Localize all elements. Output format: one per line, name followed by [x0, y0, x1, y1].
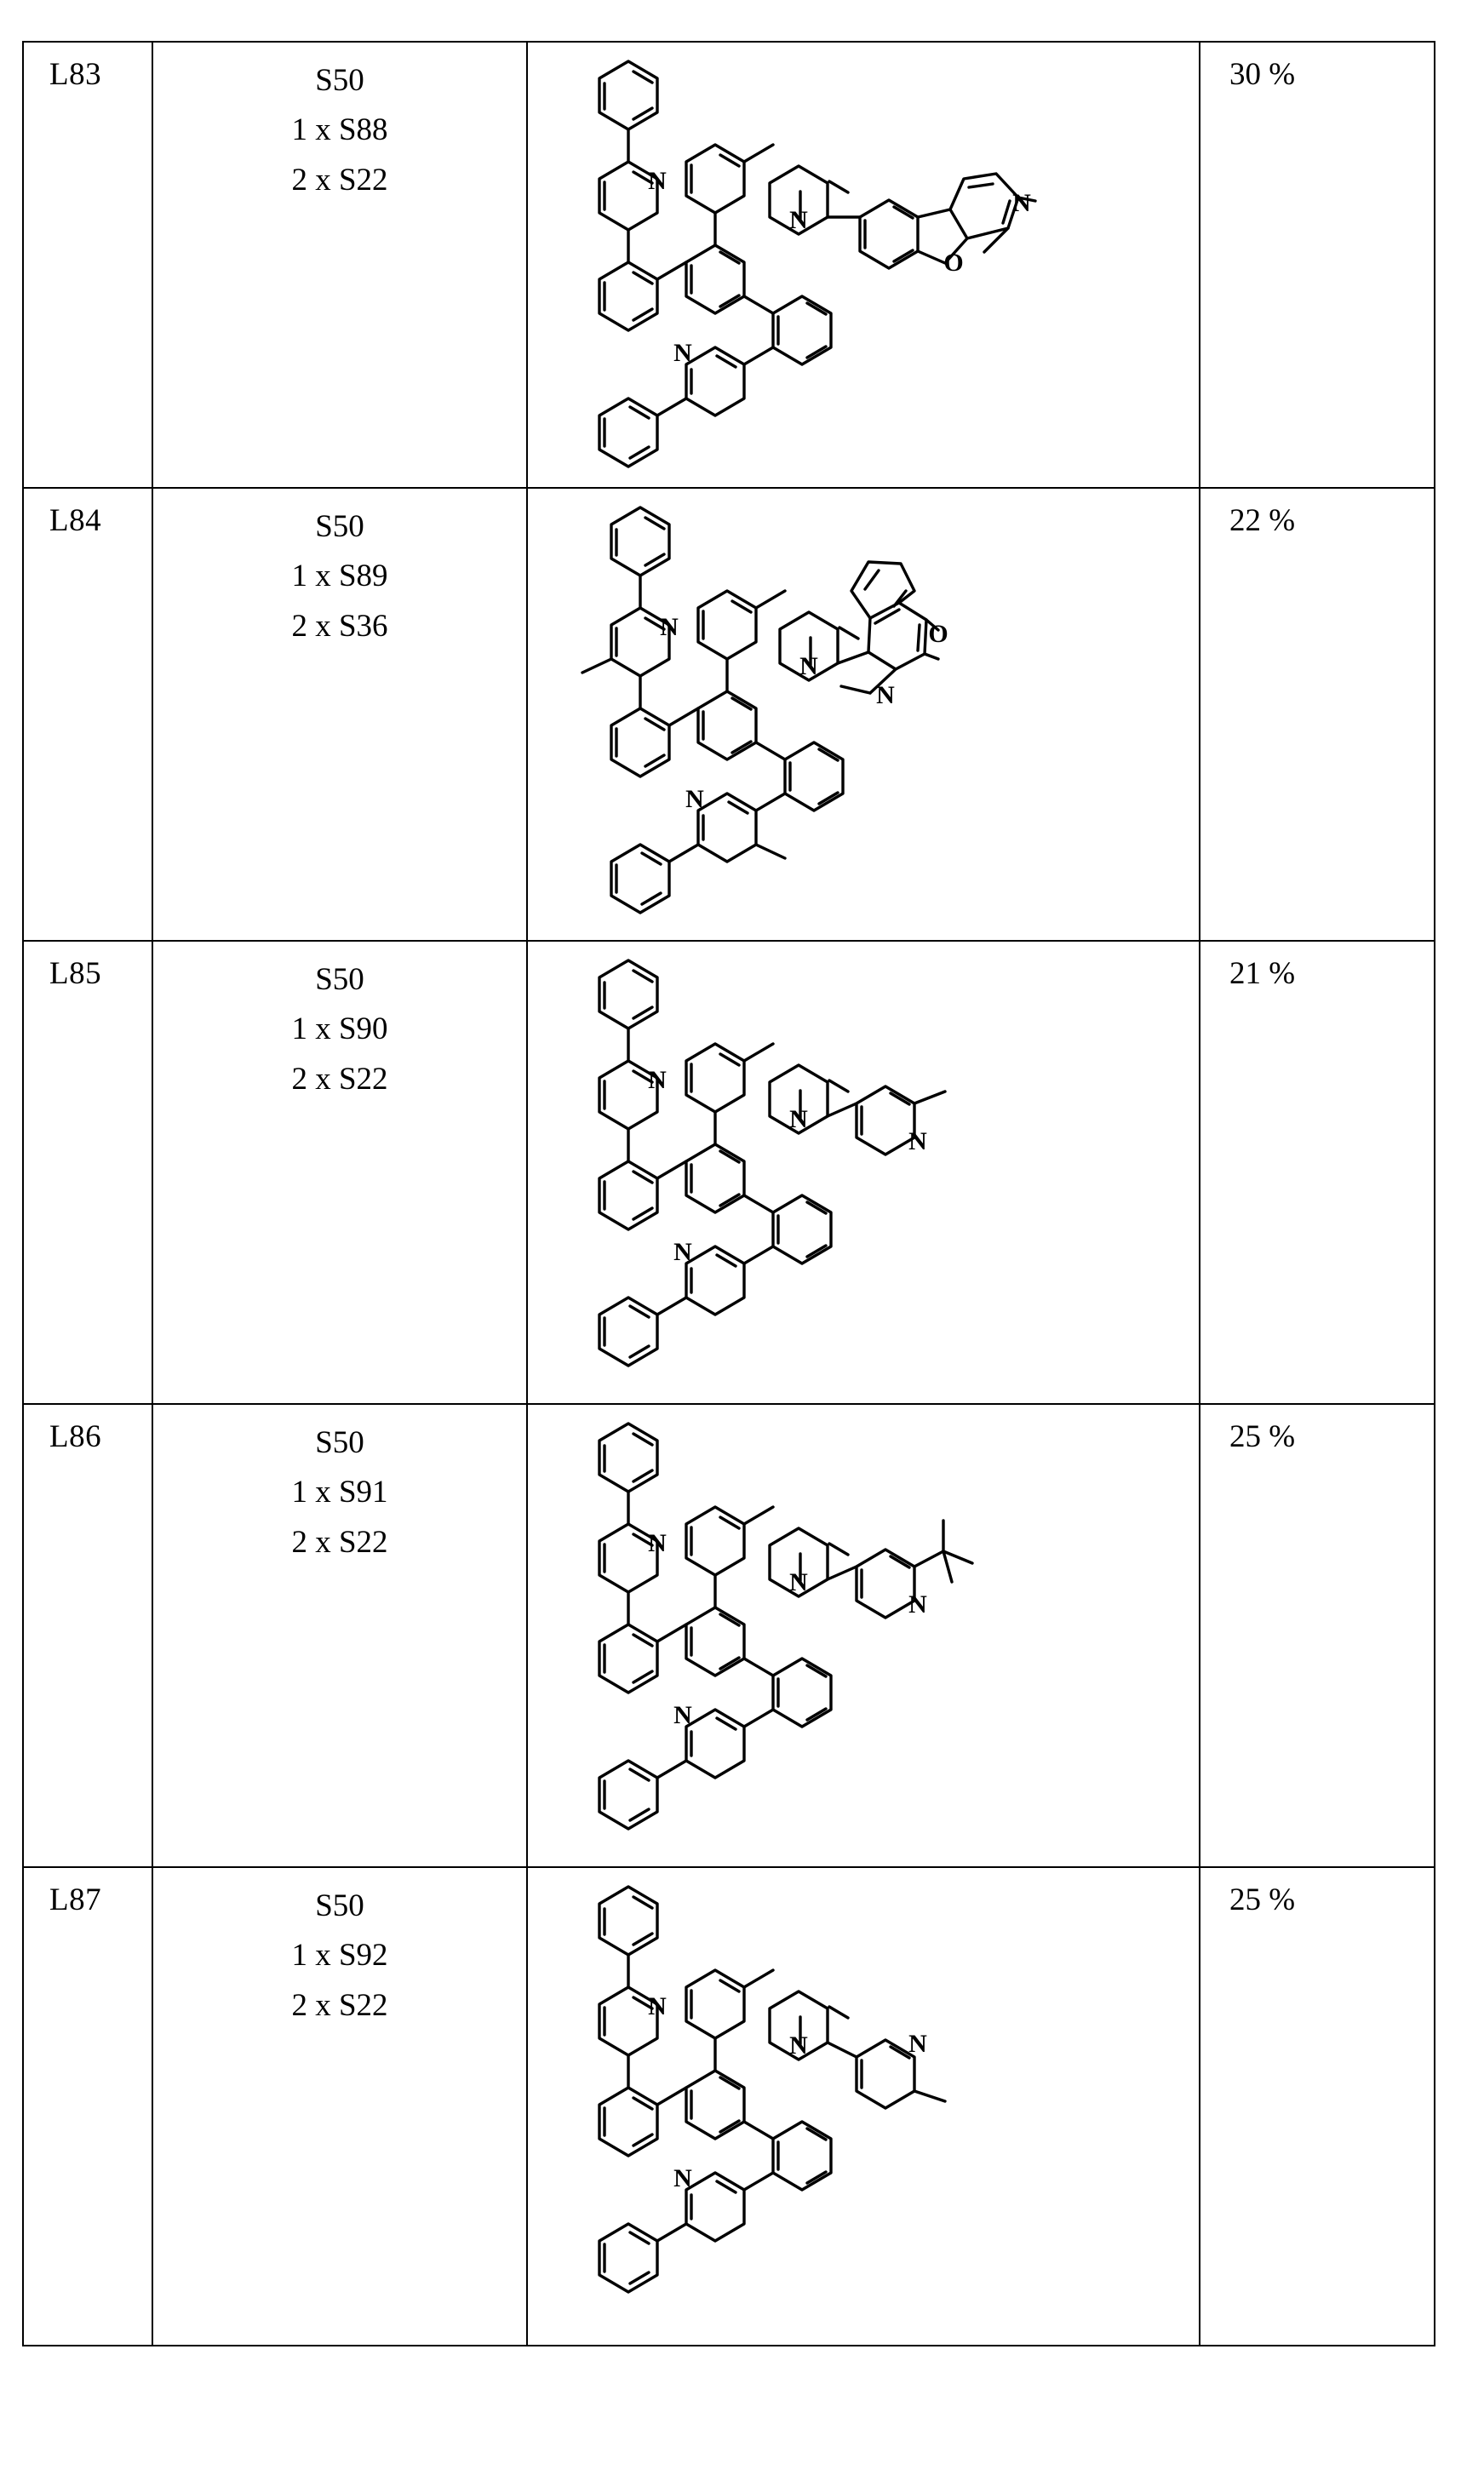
structure-l87: N N: [528, 1868, 1197, 2345]
cell-structure: N N: [527, 941, 1200, 1404]
cell-ligand-id: L86: [23, 1404, 152, 1867]
heteroatom-n: N: [660, 613, 679, 641]
building-block-item: 2 x S22: [153, 156, 526, 205]
cell-ligand-id: L87: [23, 1867, 152, 2346]
yield-value: 30 %: [1200, 43, 1434, 93]
table-row: L86 S50 1 x S91 2 x S22 N: [23, 1404, 1435, 1867]
cell-building-blocks: S50 1 x S92 2 x S22: [152, 1867, 527, 2346]
building-block-item: 2 x S36: [153, 602, 526, 651]
cell-structure: N N: [527, 42, 1200, 488]
yield-value: 21 %: [1200, 942, 1434, 992]
building-block-item: S50: [153, 502, 526, 552]
structure-l83: N N: [528, 43, 1197, 487]
yield-value: 25 %: [1200, 1405, 1434, 1455]
building-block-item: 1 x S90: [153, 1005, 526, 1054]
building-block-item: 1 x S88: [153, 106, 526, 155]
cell-structure: N N: [527, 1867, 1200, 2346]
ligand-label: L83: [24, 43, 152, 93]
heteroatom-n: N: [685, 785, 704, 813]
building-block-item: 1 x S89: [153, 552, 526, 601]
building-block-item: S50: [153, 56, 526, 106]
heteroatom-n: N: [799, 652, 818, 680]
building-block-item: S50: [153, 955, 526, 1005]
cell-ligand-id: L83: [23, 42, 152, 488]
heteroatom-n: N: [648, 1992, 667, 2020]
ligand-label: L87: [24, 1868, 152, 1918]
heteroatom-n: N: [789, 1105, 808, 1133]
heteroatom-n: N: [908, 2030, 927, 2058]
cell-structure: N N: [527, 1404, 1200, 1867]
ligand-label: L86: [24, 1405, 152, 1455]
heteroatom-o: O: [943, 249, 963, 277]
building-block-item: 2 x S22: [153, 1055, 526, 1104]
heteroatom-n: N: [1012, 189, 1031, 217]
building-block-item: 1 x S91: [153, 1468, 526, 1517]
heteroatom-n: N: [673, 339, 692, 367]
yield-value: 22 %: [1200, 489, 1434, 539]
cell-building-blocks: S50 1 x S89 2 x S36: [152, 488, 527, 941]
ligand-table: L83 S50 1 x S88 2 x S22 N: [22, 41, 1435, 2346]
cell-yield: 25 %: [1200, 1404, 1435, 1867]
heteroatom-n: N: [648, 1066, 667, 1094]
heteroatom-n: N: [908, 1127, 927, 1155]
table-row: L83 S50 1 x S88 2 x S22 N: [23, 42, 1435, 488]
cell-yield: 22 %: [1200, 488, 1435, 941]
cell-structure: N N: [527, 488, 1200, 941]
cell-ligand-id: L84: [23, 488, 152, 941]
table-row: L84 S50 1 x S89 2 x S36 N: [23, 488, 1435, 941]
cell-building-blocks: S50 1 x S90 2 x S22: [152, 941, 527, 1404]
building-block-list: S50 1 x S88 2 x S22: [153, 43, 526, 205]
cell-ligand-id: L85: [23, 941, 152, 1404]
table-row: L87 S50 1 x S92 2 x S22 N: [23, 1867, 1435, 2346]
building-block-list: S50 1 x S90 2 x S22: [153, 942, 526, 1104]
heteroatom-n: N: [789, 1568, 808, 1596]
heteroatom-n: N: [789, 2031, 808, 2060]
building-block-item: S50: [153, 1882, 526, 1931]
ligand-label: L85: [24, 942, 152, 992]
cell-yield: 25 %: [1200, 1867, 1435, 2346]
heteroatom-n: N: [876, 681, 895, 709]
heteroatom-n: N: [789, 206, 808, 234]
cell-yield: 21 %: [1200, 941, 1435, 1404]
building-block-list: S50 1 x S92 2 x S22: [153, 1868, 526, 2031]
heteroatom-n: N: [673, 1238, 692, 1266]
heteroatom-n: N: [673, 2164, 692, 2192]
heteroatom-n: N: [648, 1529, 667, 1557]
structure-l84: N N: [528, 489, 1197, 940]
ligand-label: L84: [24, 489, 152, 539]
building-block-item: 1 x S92: [153, 1931, 526, 1980]
cell-yield: 30 %: [1200, 42, 1435, 488]
building-block-item: 2 x S22: [153, 1518, 526, 1567]
building-block-list: S50 1 x S89 2 x S36: [153, 489, 526, 651]
building-block-list: S50 1 x S91 2 x S22: [153, 1405, 526, 1567]
yield-value: 25 %: [1200, 1868, 1434, 1918]
heteroatom-n: N: [648, 167, 667, 195]
document-page: L83 S50 1 x S88 2 x S22 N: [0, 0, 1484, 2481]
cell-building-blocks: S50 1 x S91 2 x S22: [152, 1404, 527, 1867]
building-block-item: S50: [153, 1418, 526, 1468]
building-block-item: 2 x S22: [153, 1981, 526, 2031]
cell-building-blocks: S50 1 x S88 2 x S22: [152, 42, 527, 488]
heteroatom-n: N: [673, 1701, 692, 1729]
structure-l85: N N: [528, 942, 1197, 1403]
table-row: L85 S50 1 x S90 2 x S22 N: [23, 941, 1435, 1404]
structure-l86: N N: [528, 1405, 1197, 1866]
heteroatom-n: N: [908, 1590, 927, 1619]
